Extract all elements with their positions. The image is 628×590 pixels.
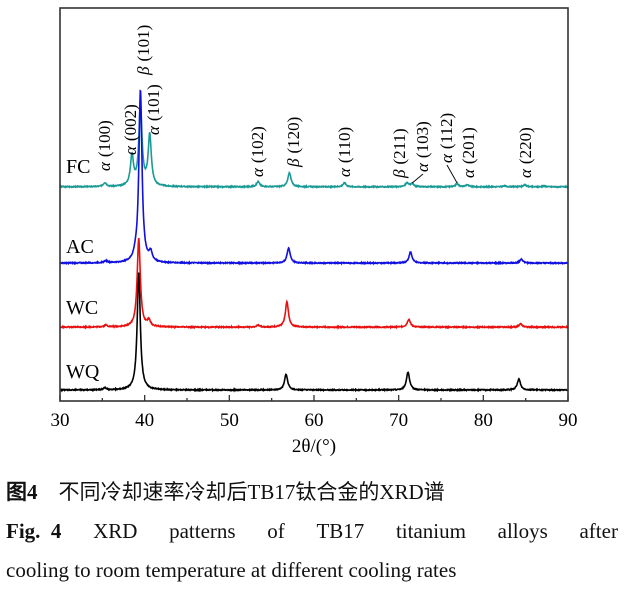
peak-label: α (101) [144,84,163,135]
peak-phase: β [390,169,409,179]
peak-label: β (211) [390,128,409,179]
peak-label: α (102) [248,126,267,177]
series-label-wq: WQ [66,361,100,383]
peak-hkl: (201) [459,127,478,164]
peak-hkl: (101) [144,84,163,121]
x-tick-label: 70 [389,410,408,431]
peak-hkl: (101) [134,25,153,62]
series-label-fc: FC [66,156,90,178]
peak-phase: α [335,167,354,177]
peak-phase: α [144,125,163,135]
peak-phase: α [248,167,267,177]
peak-label: α (110) [335,127,354,177]
peak-hkl: (112) [437,113,456,149]
peak-phase: β [134,66,153,76]
peak-hkl: (120) [284,117,303,154]
peak-phase: α [459,168,478,178]
caption-en-word: after [579,519,618,543]
series-line-fc [59,101,569,190]
x-tick-label: 90 [559,410,578,431]
caption-en-line1: Fig. 4 XRD patterns of TB17 titanium alloys aft… [6,519,618,544]
x-tick-label: 40 [135,410,154,431]
caption-en-word: alloys [497,519,548,543]
caption-cn: 图4 不同冷却速率冷却后TB17钛合金的XRD谱 [6,476,618,506]
series-labels: FC WQ WC AC [66,156,100,383]
series-line-wc [59,237,568,330]
x-tick-label: 60 [305,410,324,431]
peak-hkl: (100) [95,120,114,157]
x-axis-label: 2θ/(°) [292,436,336,457]
caption-en-word: patterns [169,519,236,543]
peak-annotations: α (100) α (002) β (101) α (101) α (102) β (120) α (11… [95,25,535,184]
caption-cn-label: 图4 [6,480,38,504]
peak-label: β (120) [284,117,303,168]
caption-en-word: XRD [93,519,138,543]
caption-en-word: titanium [395,519,466,543]
caption-cn-text: 不同冷却速率冷却后TB17钛合金的XRD谱 [58,480,445,504]
caption-en-label: Fig. 4 [6,519,62,543]
x-tick-label: 80 [474,410,493,431]
peak-label: β (101) [134,25,153,76]
caption-en-line2: cooling to room temperature at different… [6,558,457,582]
peak-phase: α [437,153,456,163]
peak-phase: α [121,145,140,155]
peak-phase: α [413,162,432,172]
peak-label: α (201) [459,127,478,178]
peak-phase: β [284,158,303,168]
peak-label: α (002) [121,104,140,155]
curves [59,89,569,393]
series-line-wq [60,272,568,393]
series-label-wc: WC [66,297,98,319]
arrow-icon [446,164,458,184]
peak-hkl: (002) [121,104,140,141]
peak-hkl: (110) [335,127,354,163]
peak-hkl: (220) [516,127,535,164]
peak-phase: α [95,161,114,171]
caption-en-word: of [267,519,285,543]
peak-label: α (100) [95,120,114,171]
peak-hkl: (211) [390,128,409,164]
caption-en-word: TB17 [316,519,365,543]
series-label-ac: AC [66,236,94,258]
peak-hkl: (103) [413,121,432,158]
x-axis-ticks: 30 40 50 60 70 80 90 [51,395,578,431]
x-tick-label: 30 [51,410,70,431]
series-line-ac [59,89,569,266]
peak-phase: α [516,168,535,178]
peak-label: α (103) [413,121,432,172]
arrow-icon [411,173,424,184]
peak-label: α (220) [516,127,535,178]
xrd-chart: α (100) α (002) β (101) α (101) α (102) β (120) α (11… [51,7,578,457]
x-tick-label: 50 [220,410,239,431]
peak-hkl: (102) [248,126,267,163]
peak-label: α (112) [437,113,456,163]
